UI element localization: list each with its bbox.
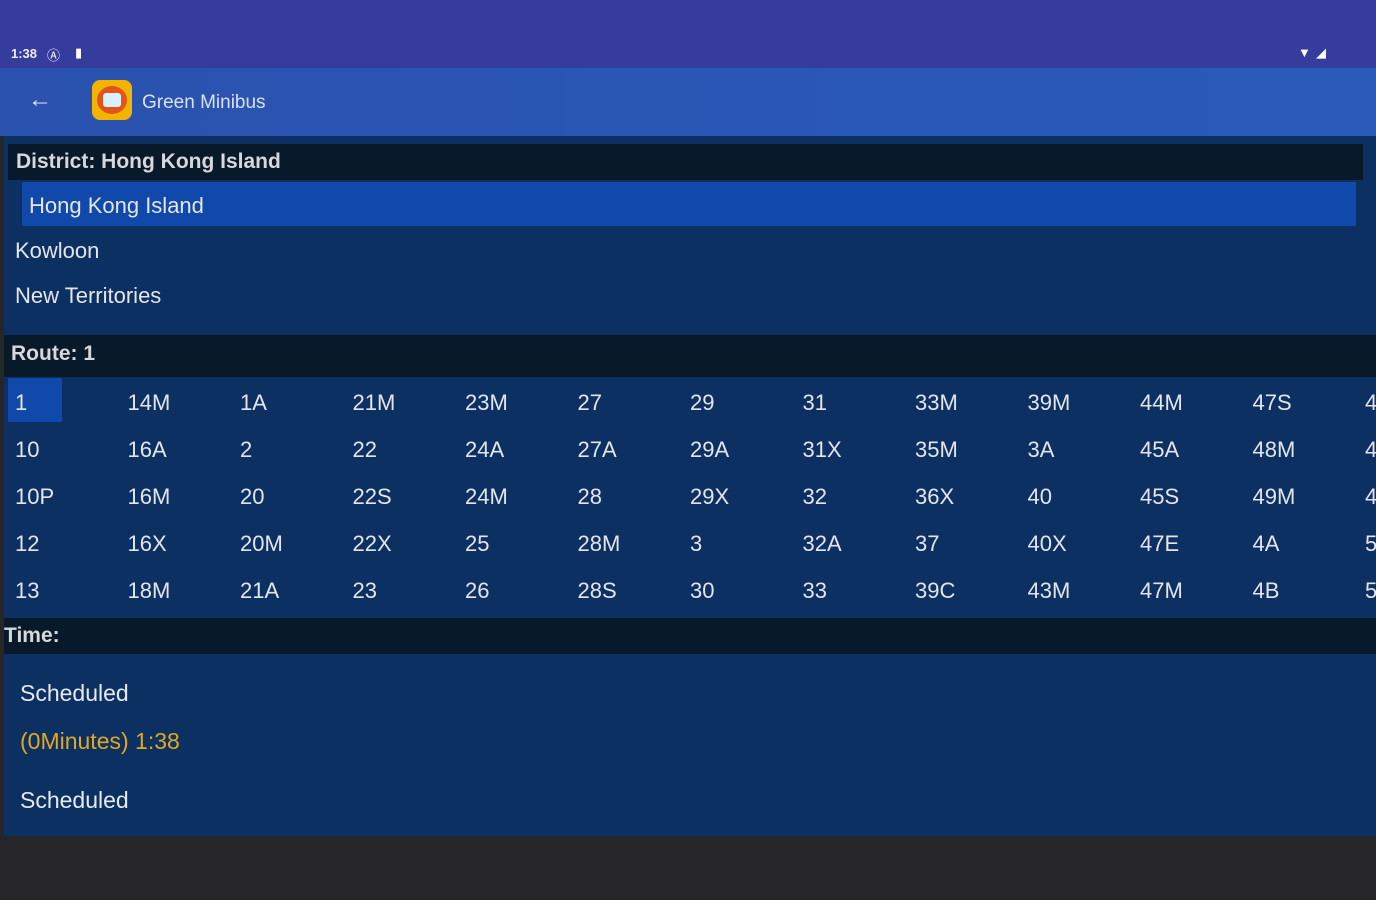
route-option[interactable]: 29 [690,390,715,415]
route-option[interactable]: 23 [352,578,377,603]
route-option[interactable]: 4C [1365,390,1376,415]
route-option[interactable]: 20 [240,484,265,509]
wifi-icon: ▼ [1298,45,1311,60]
route-option[interactable]: 31X [802,437,842,462]
time-entry-detail: (0Minutes) 1:38 [20,728,180,754]
route-option[interactable]: 20M [240,531,283,556]
route-option[interactable]: 39M [1027,390,1071,415]
route-option[interactable]: 26 [465,578,490,603]
route-option[interactable]: 40X [1027,531,1067,556]
route-selected-highlight [8,378,62,422]
route-option[interactable]: 43M [1027,578,1071,603]
route-option[interactable]: 39C [915,578,956,603]
signal-icon: ◢ [1316,45,1326,60]
notification-icon: Ⓐ [47,48,61,63]
route-option[interactable]: 36X [915,484,955,509]
route-option[interactable]: 4B [1252,578,1280,603]
route-option[interactable]: 1 [15,390,28,415]
district-option[interactable]: Kowloon [15,238,100,263]
route-option[interactable]: 40 [1027,484,1052,509]
route-option[interactable]: 14M [127,390,171,415]
route-option[interactable]: 16A [127,437,167,462]
route-option[interactable]: 13 [15,578,40,603]
back-arrow-icon[interactable]: ← [28,86,52,113]
app-logo-icon [92,80,132,120]
route-option[interactable]: 16X [127,531,167,556]
route-option[interactable]: 30 [690,578,715,603]
route-option[interactable]: 24A [465,437,505,462]
content: District: Hong Kong Island Hong Kong Isl… [4,136,1376,836]
app-title: Green Minibus [142,92,266,113]
route-option[interactable]: 47M [1140,578,1183,603]
route-option[interactable]: 2 [240,437,253,462]
route-option[interactable]: 47S [1252,390,1292,415]
route-option[interactable]: 4S [1365,484,1376,509]
route-option[interactable]: 32 [802,484,827,509]
app-bar [0,68,1376,136]
route-option[interactable]: 47E [1140,531,1180,556]
route-option[interactable]: 16M [127,484,171,509]
route-header: Route: 1 [4,335,1376,377]
route-option[interactable]: 22 [352,437,377,462]
status-time: 1:38 [11,46,38,61]
route-option[interactable]: 27A [577,437,617,462]
route-option[interactable]: 21M [352,390,396,415]
route-option[interactable]: 3 [690,531,703,556]
sd-card-icon: ▮ [75,45,83,60]
route-option[interactable]: 28S [577,578,617,603]
route-option[interactable]: 21A [240,578,280,603]
district-option[interactable]: Hong Kong Island [29,193,204,218]
route-option[interactable]: 33 [802,578,827,603]
route-option[interactable]: 45S [1140,484,1180,509]
route-option[interactable]: 25 [465,531,490,556]
district-selected-highlight [22,182,1356,226]
route-option[interactable]: 48M [1252,437,1296,462]
route-option[interactable]: 24M [465,484,508,509]
time-entry-label: Scheduled [20,680,129,706]
status-bar: 1:38 Ⓐ ▮ ▼ ◢ [0,0,1376,68]
route-option[interactable]: 5 [1365,531,1376,556]
route-option[interactable]: 50 [1365,578,1376,603]
route-option[interactable]: 22X [352,531,392,556]
route-option[interactable]: 45A [1140,437,1180,462]
route-option[interactable]: 32A [802,531,842,556]
route-option[interactable]: 29X [690,484,730,509]
route-option[interactable]: 3A [1027,437,1055,462]
route-option[interactable]: 18M [127,578,171,603]
time-entry-label: Scheduled [20,787,129,813]
district-option[interactable]: New Territories [15,283,162,308]
route-option[interactable]: 4M [1365,437,1376,462]
route-option[interactable]: 10P [15,484,55,509]
route-option[interactable]: 37 [915,531,940,556]
route-option[interactable]: 28M [577,531,621,556]
district-header: District: Hong Kong Island [8,144,1363,180]
route-option[interactable]: 44M [1140,390,1183,415]
route-option[interactable]: 33M [915,390,958,415]
route-option[interactable]: 28 [577,484,602,509]
route-option[interactable]: 12 [15,531,40,556]
route-option[interactable]: 49M [1252,484,1296,509]
route-option[interactable]: 22S [352,484,392,509]
route-option[interactable]: 1A [240,390,267,415]
route-option[interactable]: 10 [15,437,40,462]
route-option[interactable]: 27 [577,390,602,415]
route-option[interactable]: 31 [802,390,827,415]
route-option[interactable]: 4A [1252,531,1280,556]
time-header: Time: [4,618,1376,654]
route-option[interactable]: 35M [915,437,958,462]
route-option[interactable]: 23M [465,390,508,415]
route-option[interactable]: 29A [690,437,730,462]
